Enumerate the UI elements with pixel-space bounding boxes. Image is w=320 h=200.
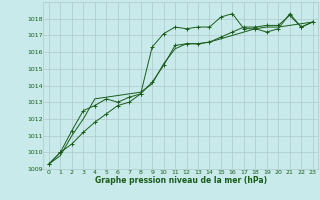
X-axis label: Graphe pression niveau de la mer (hPa): Graphe pression niveau de la mer (hPa): [95, 176, 267, 185]
